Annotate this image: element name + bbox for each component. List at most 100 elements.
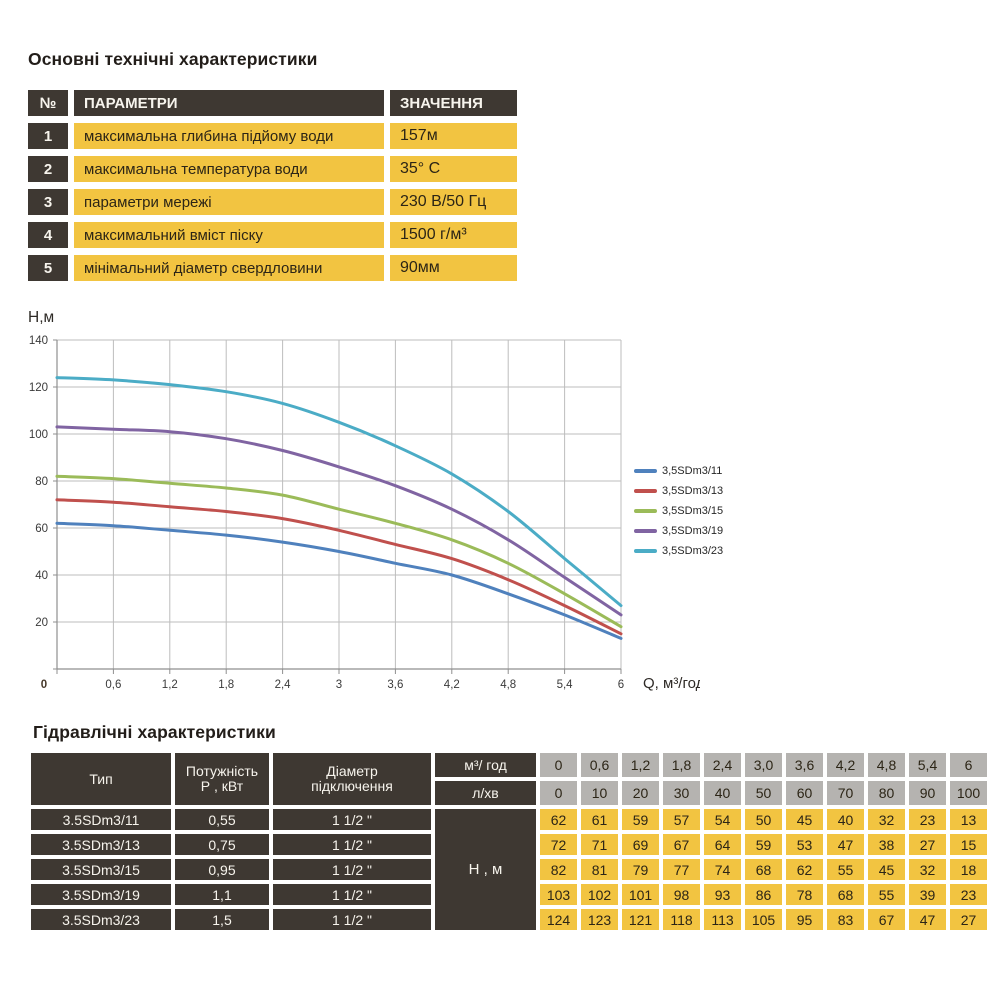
y-tick-label: 140 — [29, 335, 48, 347]
head-value: 23 — [909, 809, 946, 830]
hydro-header-diameter: Діаметр підключення — [273, 753, 431, 805]
spec-row-num: 4 — [28, 222, 68, 248]
pump-power: 0,55 — [175, 809, 269, 830]
legend-item: 3,5SDm3/15 — [634, 501, 723, 521]
head-value: 47 — [909, 909, 946, 930]
head-value: 55 — [868, 884, 905, 905]
head-value: 53 — [786, 834, 823, 855]
series-line-3,5SDm3/13 — [55, 498, 623, 636]
legend-item: 3,5SDm3/11 — [634, 461, 723, 481]
hydro-header-head: Н , м — [435, 809, 536, 930]
tech-specs-table: № ПАРАМЕТРИ ЗНАЧЕННЯ 1 максимальна глиби… — [28, 90, 517, 281]
hydro-header-diameter-line1: Діаметр — [326, 762, 378, 779]
flow-lmin-value: 70 — [827, 781, 864, 805]
head-value: 32 — [868, 809, 905, 830]
head-value: 38 — [868, 834, 905, 855]
head-value: 82 — [540, 859, 577, 880]
flow-m3-value: 0,6 — [581, 753, 618, 777]
head-value: 62 — [786, 859, 823, 880]
series-line-3,5SDm3/19 — [55, 425, 623, 617]
series-line-3,5SDm3/11 — [55, 521, 623, 640]
x-tick-label: 0,6 — [105, 679, 121, 691]
head-value: 62 — [540, 809, 577, 830]
spec-row-param: максимальна глибина підйому води — [74, 123, 384, 149]
hydraulics-title: Гідравлічні характеристики — [33, 722, 276, 742]
head-value: 79 — [622, 859, 659, 880]
head-value: 67 — [663, 834, 700, 855]
head-value: 59 — [745, 834, 782, 855]
head-value: 68 — [827, 884, 864, 905]
hydro-header-power: Потужність Р , кВт — [175, 753, 269, 805]
flow-lmin-value: 100 — [950, 781, 987, 805]
legend-line-swatch-icon — [634, 469, 657, 473]
flow-m3-value: 5,4 — [909, 753, 946, 777]
spec-row-value: 90мм — [390, 255, 517, 281]
head-value: 15 — [950, 834, 987, 855]
head-value: 47 — [827, 834, 864, 855]
head-value: 59 — [622, 809, 659, 830]
legend-label: 3,5SDm3/23 — [662, 545, 724, 557]
x-tick-label: 4,8 — [500, 679, 516, 691]
legend-item: 3,5SDm3/13 — [634, 481, 723, 501]
head-value: 61 — [581, 809, 618, 830]
spec-row-num: 3 — [28, 189, 68, 215]
flow-lmin-value: 30 — [663, 781, 700, 805]
head-value: 93 — [704, 884, 741, 905]
head-value: 83 — [827, 909, 864, 930]
head-value: 74 — [704, 859, 741, 880]
hydro-header-power-line1: Потужність — [185, 762, 259, 779]
head-value: 101 — [622, 884, 659, 905]
legend-line-swatch-icon — [634, 489, 657, 493]
flow-lmin-value: 40 — [704, 781, 741, 805]
y-tick-label: 120 — [29, 382, 48, 394]
hydro-header-type: Тип — [31, 753, 171, 805]
pump-type: 3.5SDm3/15 — [31, 859, 171, 880]
pump-diameter: 1 1/2 " — [273, 859, 431, 880]
head-value: 40 — [827, 809, 864, 830]
head-value: 103 — [540, 884, 577, 905]
y-tick-label: 80 — [35, 476, 48, 488]
spec-row-value: 230 В/50 Гц — [390, 189, 517, 215]
pump-type: 3.5SDm3/19 — [31, 884, 171, 905]
flow-lmin-value: 0 — [540, 781, 577, 805]
head-value: 23 — [950, 884, 987, 905]
hydro-header-flow-lmin: л/хв — [435, 781, 536, 805]
head-value: 27 — [950, 909, 987, 930]
hydro-header-power-line2: Р , кВт — [200, 778, 244, 794]
flow-m3-value: 3,6 — [786, 753, 823, 777]
head-value: 64 — [704, 834, 741, 855]
flow-lmin-value: 20 — [622, 781, 659, 805]
legend-label: 3,5SDm3/19 — [662, 525, 724, 537]
head-value: 86 — [745, 884, 782, 905]
head-value: 95 — [786, 909, 823, 930]
flow-lmin-value: 10 — [581, 781, 618, 805]
head-value: 118 — [663, 909, 700, 930]
x-tick-label: 4,2 — [444, 679, 460, 691]
x-tick-label: 5,4 — [557, 679, 574, 691]
head-value: 124 — [540, 909, 577, 930]
hydro-header-diameter-line2: підключення — [311, 778, 393, 794]
legend-label: 3,5SDm3/13 — [662, 485, 724, 497]
flow-m3-value: 2,4 — [704, 753, 741, 777]
head-value: 27 — [909, 834, 946, 855]
head-value: 13 — [950, 809, 987, 830]
pump-curves-chart: 20 40 60 80 100 120 140 0 0,6 1,2 1,8 2,4 3 3,6 4,2 4,8… — [28, 309, 700, 692]
x-tick-label: 2,4 — [275, 679, 292, 691]
spec-row-value: 35° С — [390, 156, 517, 182]
head-value: 69 — [622, 834, 659, 855]
pump-diameter: 1 1/2 " — [273, 809, 431, 830]
spec-row-value: 1500 г/м³ — [390, 222, 517, 248]
spec-row-num: 1 — [28, 123, 68, 149]
head-value: 72 — [540, 834, 577, 855]
head-value: 55 — [827, 859, 864, 880]
legend-item: 3,5SDm3/23 — [634, 541, 723, 561]
tech-specs-title: Основні технічні характеристики — [28, 49, 318, 69]
flow-lmin-value: 60 — [786, 781, 823, 805]
y-tick-label: 20 — [35, 617, 48, 629]
chart-legend: 3,5SDm3/11 3,5SDm3/13 3,5SDm3/15 3,5SDm3/19… — [634, 461, 723, 561]
flow-m3-value: 4,8 — [868, 753, 905, 777]
head-value: 123 — [581, 909, 618, 930]
x-axis-title: Q, м³/год — [643, 675, 700, 692]
spec-row-num: 5 — [28, 255, 68, 281]
flow-lmin-value: 90 — [909, 781, 946, 805]
